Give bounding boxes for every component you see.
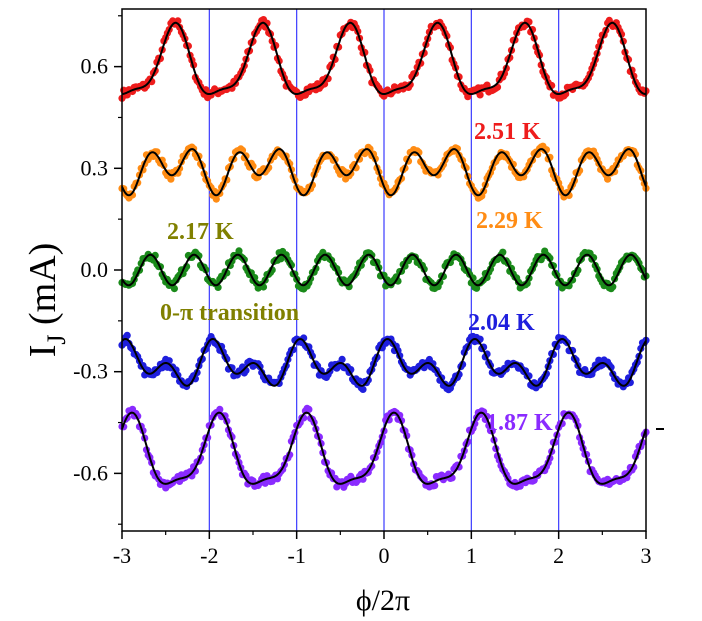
x-tick-label: -3	[113, 543, 131, 568]
fit-curve	[121, 148, 647, 197]
data-point	[212, 195, 220, 203]
x-axis-title: ϕ/2π	[356, 584, 410, 617]
y-axis-title-unit: (mA)	[22, 243, 64, 335]
data-point	[431, 482, 439, 490]
y-tick-label: 0.0	[81, 257, 109, 282]
label-0-pi-transition: 0-π transition	[160, 300, 299, 326]
y-tick-label: -0.6	[73, 460, 108, 485]
label-2-29k: 2.29 K	[476, 208, 543, 234]
data-point	[338, 355, 346, 363]
y-tick-label: -0.3	[73, 359, 108, 384]
data-point	[170, 285, 178, 293]
x-tick-label: 1	[466, 543, 477, 568]
y-axis-ticks: -0.6 -0.3 0.0 0.3 0.6	[73, 15, 122, 525]
data-point	[546, 254, 554, 262]
data-point	[216, 405, 224, 413]
x-axis-ticks: -3 -2 -1 0 1 2 3	[113, 531, 652, 568]
x-tick-label: 3	[641, 543, 652, 568]
fit-curve	[122, 21, 646, 95]
y-axis-title: IJ (mA)	[22, 243, 71, 358]
x-tick-label: 0	[379, 543, 390, 568]
y-axis-title-main: I	[22, 345, 64, 358]
data-point	[128, 191, 137, 199]
x-tick-label: -1	[288, 543, 306, 568]
data-point	[305, 405, 313, 413]
vertical-guide-lines	[208, 9, 560, 531]
x-tick-label: 2	[553, 543, 564, 568]
label-2-51k: 2.51 K	[474, 119, 541, 145]
data-point	[366, 145, 374, 153]
label-1-87k: 1.87 K	[486, 410, 553, 436]
data-point	[604, 175, 612, 183]
data-point	[235, 247, 243, 255]
y-tick-label: 0.3	[81, 155, 109, 180]
data-point	[406, 81, 414, 89]
data-point	[429, 360, 437, 368]
label-2-17k: 2.17 K	[167, 219, 234, 245]
label-2-04k: 2.04 K	[468, 310, 535, 336]
fit-curves	[121, 21, 647, 485]
data-point	[123, 331, 131, 339]
y-axis-title-sub: J	[42, 335, 71, 345]
data-point	[167, 175, 175, 183]
data-point	[476, 91, 484, 99]
data-point	[483, 81, 491, 89]
fit-curve	[121, 253, 647, 287]
fit-curve	[121, 411, 647, 485]
y-tick-label: 0.6	[81, 54, 109, 79]
data-point	[359, 385, 367, 393]
fit-curve	[121, 337, 647, 387]
x-tick-label: -2	[200, 543, 218, 568]
